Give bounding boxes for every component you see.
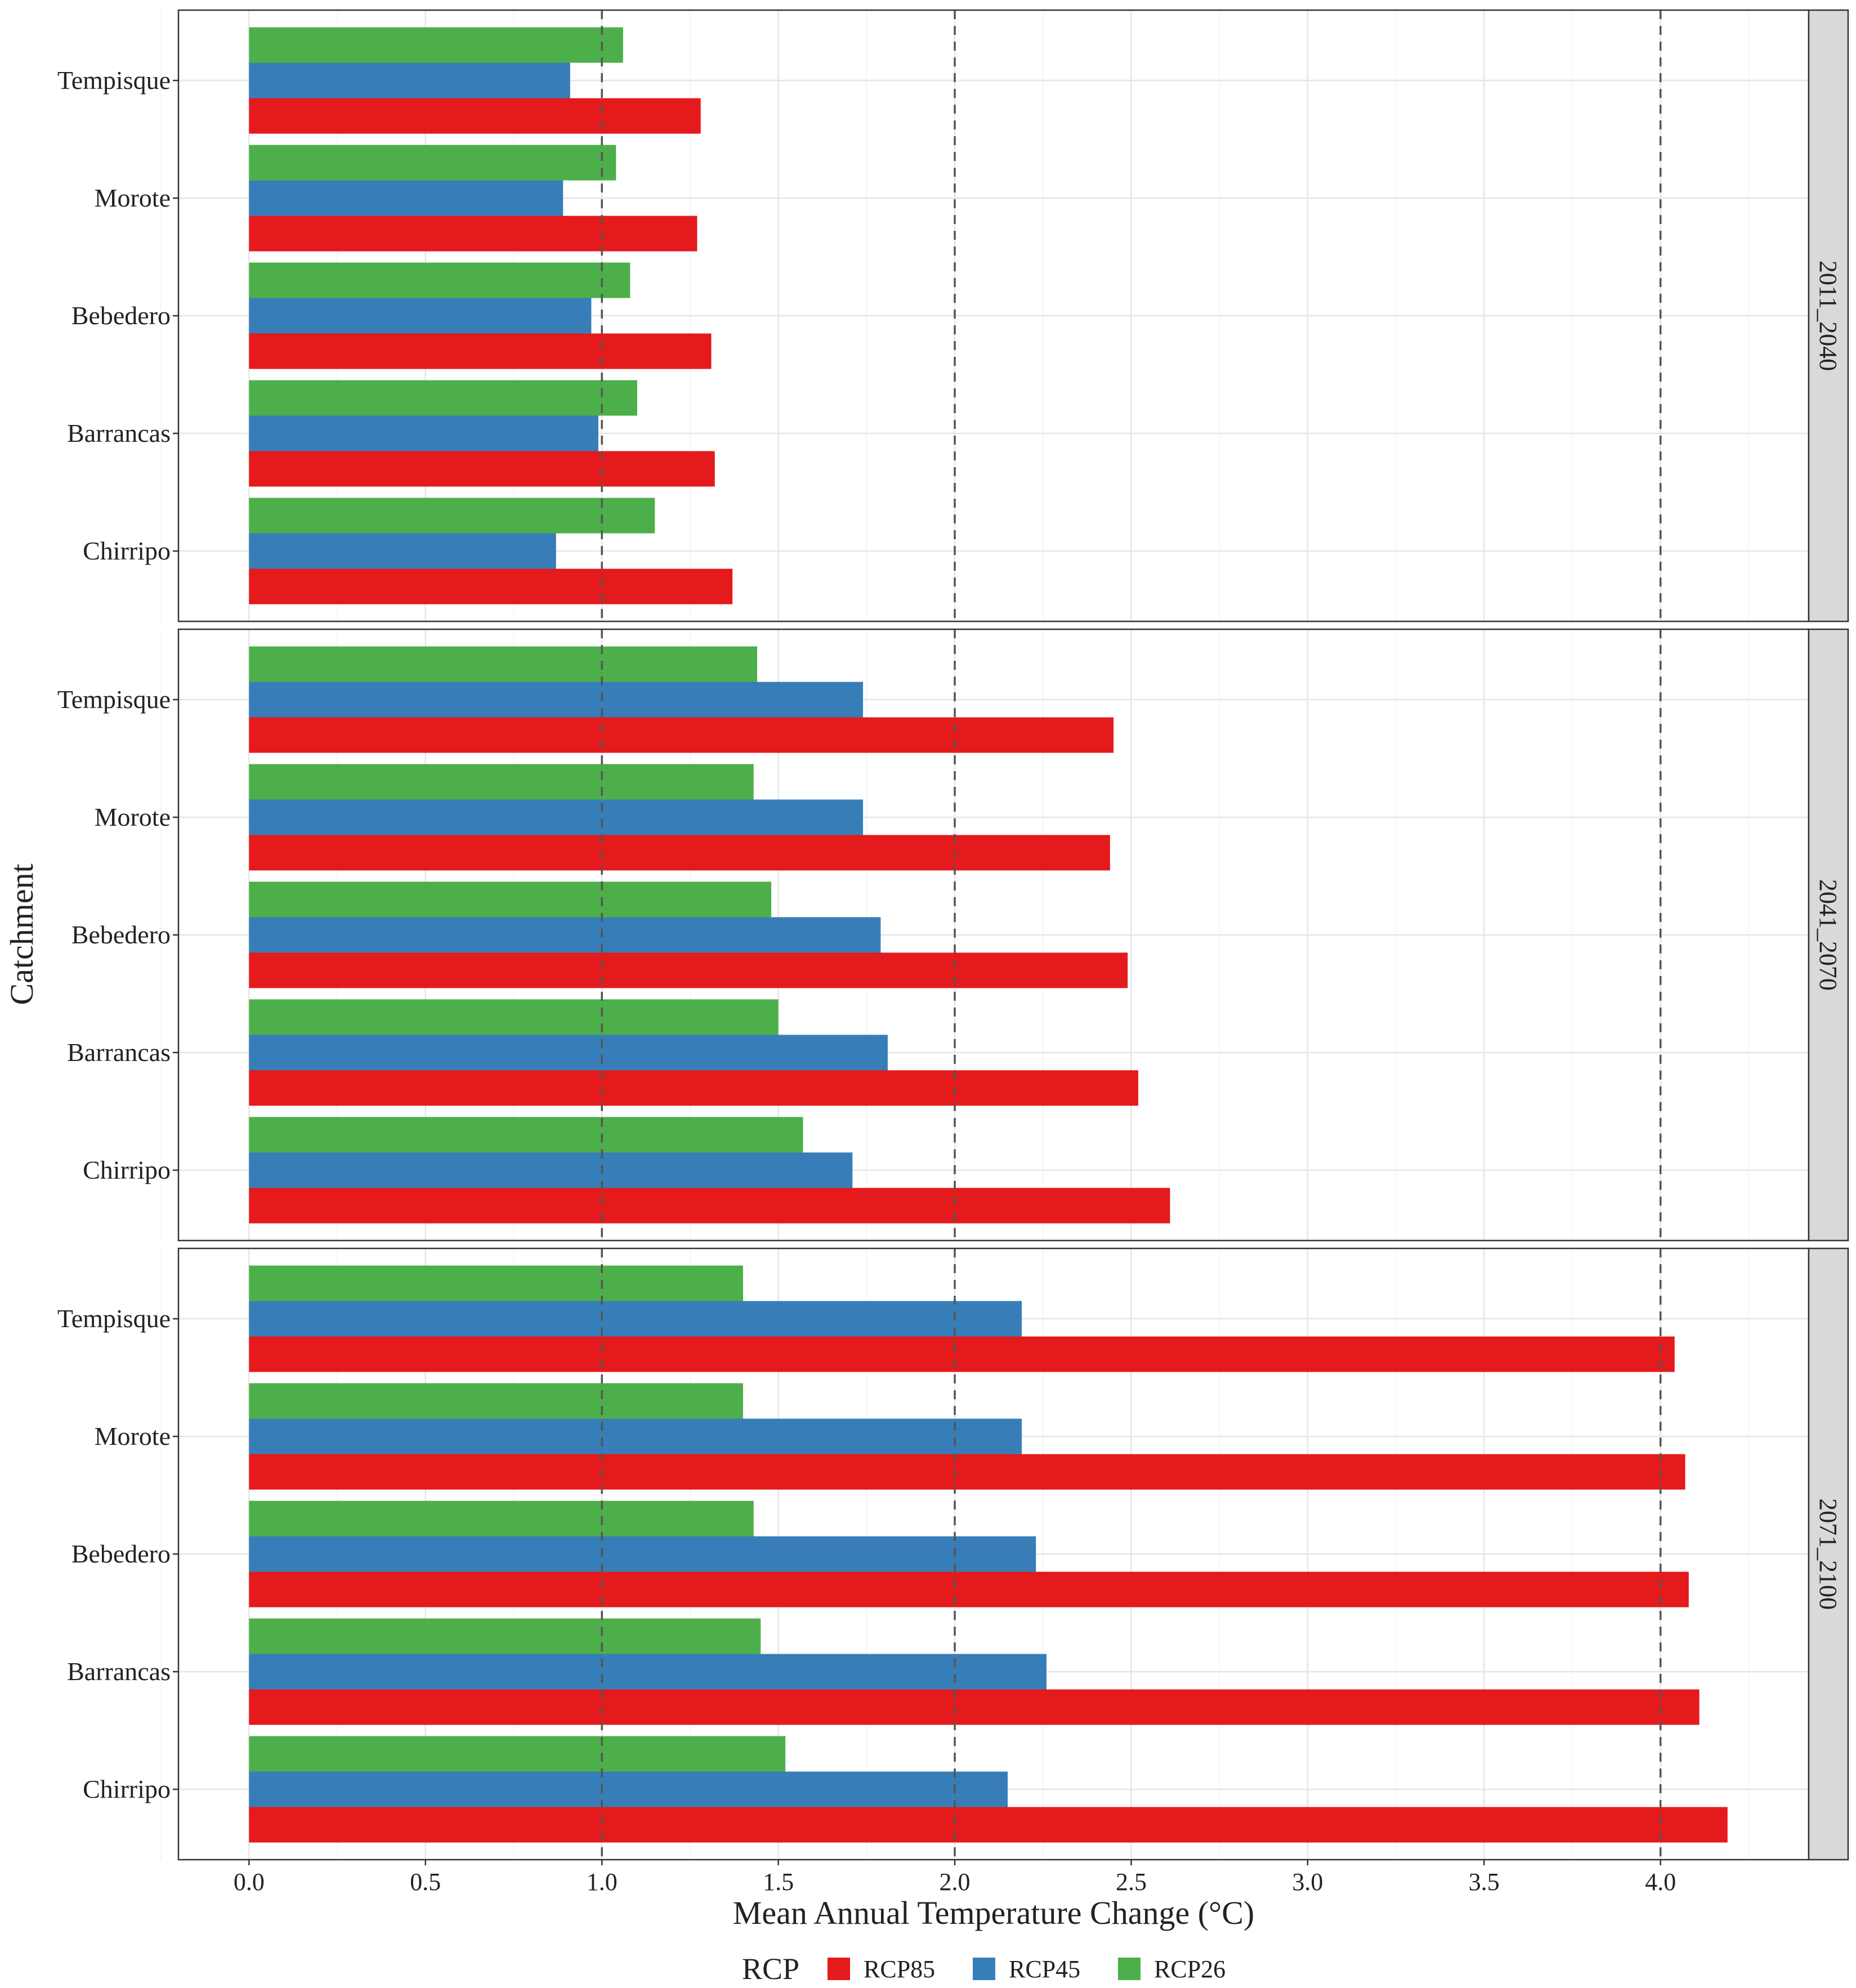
bar-2041-2070-barrancas-rcp85 [249, 1070, 1139, 1106]
bar-2011-2040-morote-rcp85 [249, 216, 697, 252]
bar-2041-2070-morote-rcp85 [249, 835, 1110, 871]
bar-2071-2100-chirripo-rcp85 [249, 1807, 1728, 1843]
bar-2041-2070-chirripo-rcp26 [249, 1117, 803, 1153]
legend-item-rcp45: RCP45 [973, 1955, 1080, 1983]
legend-label: RCP26 [1154, 1955, 1226, 1983]
bar-2071-2100-tempisque-rcp26 [249, 1265, 743, 1301]
bar-2071-2100-bebedero-rcp85 [249, 1571, 1689, 1608]
legend: RCP RCP85 RCP45 RCP26 [742, 1952, 1226, 1986]
facet-strip [1808, 1247, 1849, 1861]
y-tick-label: Chirripo [83, 1156, 171, 1184]
bar-2041-2070-morote-rcp45 [249, 799, 864, 835]
y-tick-label: Morote [95, 1422, 171, 1450]
bar-2011-2040-tempisque-rcp26 [249, 27, 623, 63]
x-tick-label: 0.5 [410, 1868, 441, 1896]
y-tick-label: Morote [95, 183, 171, 212]
bar-2011-2040-morote-rcp45 [249, 180, 563, 216]
y-tick-label: Morote [95, 803, 171, 831]
x-tick-label: 3.0 [1292, 1868, 1323, 1896]
y-tick-label: Bebedero [71, 920, 171, 949]
legend-label: RCP85 [864, 1955, 935, 1983]
y-tick-label: Chirripo [83, 1775, 171, 1803]
bar-2071-2100-barrancas-rcp26 [249, 1618, 761, 1654]
x-tick-label: 1.5 [763, 1868, 794, 1896]
bar-2011-2040-bebedero-rcp26 [249, 262, 630, 298]
bar-2071-2100-tempisque-rcp45 [249, 1301, 1022, 1337]
bar-2041-2070-tempisque-rcp26 [249, 646, 758, 682]
bar-2071-2100-morote-rcp45 [249, 1418, 1022, 1454]
y-axis-title: Catchment [3, 863, 40, 1005]
bar-2041-2070-tempisque-rcp45 [249, 682, 864, 718]
legend-title: RCP [742, 1952, 799, 1986]
bar-2071-2100-bebedero-rcp45 [249, 1536, 1036, 1572]
bar-2071-2100-chirripo-rcp26 [249, 1736, 786, 1772]
y-tick-label: Barrancas [67, 419, 171, 447]
panels: Tempisque Morote Bebedero Barrancas Chirripo… [57, 9, 1849, 1861]
facet-strip-label: 2041_2070 [1814, 879, 1842, 991]
facet-strip [1808, 628, 1849, 1242]
bar-2041-2070-chirripo-rcp85 [249, 1188, 1170, 1224]
x-axis: 0.0 0.5 1.0 1.5 2.0 2.5 3.0 3.5 4.0 [234, 1860, 1676, 1896]
bar-2041-2070-bebedero-rcp26 [249, 881, 772, 917]
bar-2071-2100-morote-rcp85 [249, 1454, 1685, 1490]
bar-2041-2070-bebedero-rcp45 [249, 917, 881, 953]
bar-2011-2040-tempisque-rcp85 [249, 98, 701, 134]
bar-2011-2040-chirripo-rcp45 [249, 533, 556, 569]
y-tick-label: Tempisque [57, 1304, 171, 1333]
panel-2011-2040: Tempisque Morote Bebedero Barrancas Chirripo… [57, 9, 1849, 623]
bar-2041-2070-morote-rcp26 [249, 764, 754, 800]
legend-swatch [828, 1958, 850, 1980]
bar-2011-2040-barrancas-rcp45 [249, 415, 598, 451]
legend-swatch [1118, 1958, 1141, 1980]
bar-2011-2040-barrancas-rcp85 [249, 451, 715, 487]
bar-2071-2100-barrancas-rcp85 [249, 1689, 1700, 1725]
bar-2041-2070-bebedero-rcp85 [249, 952, 1128, 988]
bar-2071-2100-tempisque-rcp85 [249, 1336, 1675, 1372]
bar-2011-2040-morote-rcp26 [249, 145, 616, 181]
bar-2011-2040-barrancas-rcp26 [249, 380, 637, 416]
bar-2011-2040-bebedero-rcp85 [249, 333, 712, 369]
y-tick-label: Bebedero [71, 301, 171, 330]
x-tick-label: 2.5 [1116, 1868, 1147, 1896]
x-tick-label: 3.5 [1469, 1868, 1500, 1896]
bar-2071-2100-bebedero-rcp26 [249, 1501, 754, 1537]
bar-2041-2070-chirripo-rcp45 [249, 1152, 853, 1188]
y-tick-label: Tempisque [57, 66, 171, 95]
legend-swatch [973, 1958, 995, 1980]
bar-2011-2040-chirripo-rcp26 [249, 498, 655, 534]
legend-item-rcp85: RCP85 [828, 1955, 935, 1983]
bar-2011-2040-tempisque-rcp45 [249, 62, 570, 98]
x-tick-label: 0.0 [234, 1868, 265, 1896]
panel-2071-2100: Tempisque Morote Bebedero Barrancas Chirripo… [57, 1247, 1849, 1861]
x-tick-label: 4.0 [1645, 1868, 1676, 1896]
bar-2071-2100-barrancas-rcp45 [249, 1654, 1047, 1690]
bar-2041-2070-barrancas-rcp45 [249, 1035, 888, 1071]
y-tick-label: Chirripo [83, 536, 171, 565]
bar-2071-2100-morote-rcp26 [249, 1383, 743, 1419]
bar-2011-2040-bebedero-rcp45 [249, 298, 592, 334]
y-tick-label: Barrancas [67, 1038, 171, 1067]
facet-strip-label: 2071_2100 [1814, 1498, 1842, 1610]
y-tick-label: Barrancas [67, 1657, 171, 1686]
bar-2071-2100-chirripo-rcp45 [249, 1771, 1008, 1807]
bar-2011-2040-chirripo-rcp85 [249, 568, 733, 605]
x-axis-title: Mean Annual Temperature Change (°C) [733, 1895, 1254, 1931]
facet-strip [1808, 9, 1849, 623]
facet-strip-label: 2011_2040 [1814, 261, 1842, 371]
y-tick-label: Tempisque [57, 685, 171, 714]
bar-2041-2070-tempisque-rcp85 [249, 717, 1114, 753]
bar-2041-2070-barrancas-rcp26 [249, 999, 779, 1035]
x-tick-label: 1.0 [587, 1868, 618, 1896]
y-tick-label: Bebedero [71, 1539, 171, 1568]
panel-2041-2070: Tempisque Morote Bebedero Barrancas Chirripo… [57, 628, 1849, 1242]
legend-item-rcp26: RCP26 [1118, 1955, 1226, 1983]
x-tick-label: 2.0 [940, 1868, 971, 1896]
legend-label: RCP45 [1009, 1955, 1080, 1983]
